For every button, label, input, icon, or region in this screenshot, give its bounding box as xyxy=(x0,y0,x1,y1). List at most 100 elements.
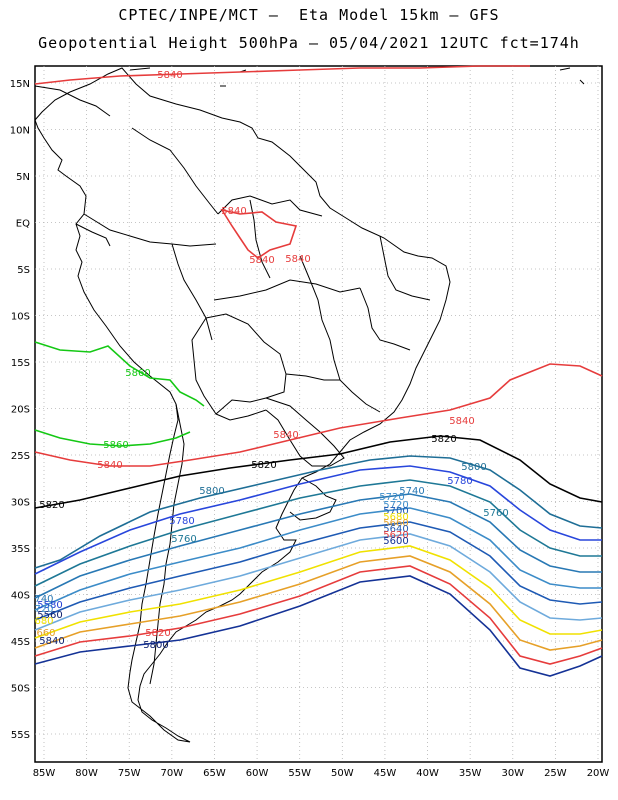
contour-5780 xyxy=(34,465,602,575)
lon-tick-label: 25W xyxy=(544,768,567,779)
country-borders xyxy=(34,67,585,743)
contour-5840 xyxy=(34,65,530,85)
lon-tick-label: 40W xyxy=(416,768,439,779)
contour-label: 5620 xyxy=(383,530,408,541)
lat-tick-label: 50S xyxy=(11,684,30,695)
border-colombia-venezuela xyxy=(131,127,219,215)
lon-tick-label: 35W xyxy=(459,768,482,779)
lon-tick-label: 80W xyxy=(75,768,98,779)
contour-label: 5840 xyxy=(97,460,122,471)
contour-label: 5860 xyxy=(103,440,128,451)
lon-tick-label: 20W xyxy=(587,768,610,779)
lon-tick-label: 70W xyxy=(161,768,184,779)
contour-label: 5840 xyxy=(221,206,246,217)
contour-label: 5780 xyxy=(169,516,194,527)
contour-label: 5840 xyxy=(273,430,298,441)
contour-label: 5800 xyxy=(199,486,224,497)
contour-label: 5660 xyxy=(383,518,408,529)
contour-5860 xyxy=(34,429,191,447)
border-argentina-chile xyxy=(149,403,185,685)
lon-tick-label: 75W xyxy=(118,768,141,779)
contour-5820 xyxy=(34,435,603,509)
contour-5700 xyxy=(34,521,603,621)
contour-5660 xyxy=(34,545,603,639)
contour-label: 5800 xyxy=(143,640,168,651)
contour-label: 5700 xyxy=(383,506,408,517)
lat-tick-label: 35S xyxy=(11,544,30,555)
contour-label: 5820 xyxy=(145,628,170,639)
contour-label: 660 xyxy=(36,628,55,639)
contour-label: 5840 xyxy=(285,254,310,265)
lat-tick-label: EQ xyxy=(16,219,30,230)
axis-ticks: 85W 80W 75W 70W 65W 60W 55W 50W 45W 40W 35W 30W 25W 2… xyxy=(10,79,610,779)
border-peru-brazil xyxy=(171,243,213,341)
border-brazil-states-2 xyxy=(299,255,341,381)
border-argentina-north xyxy=(215,409,267,421)
lon-tick-label: 50W xyxy=(331,768,354,779)
contour-label: 5640 xyxy=(383,524,408,535)
contour-label: 5840 xyxy=(157,70,182,81)
contour-label: 5760 xyxy=(483,508,508,519)
lat-tick-label: 15N xyxy=(10,79,30,90)
contour-label: 5820 xyxy=(251,460,276,471)
contour-label: 5820 xyxy=(431,434,456,445)
lat-tick-label: 45S xyxy=(11,637,30,648)
graticule xyxy=(35,66,602,762)
contour-5600 xyxy=(34,575,603,677)
contour-label: 5740 xyxy=(399,486,424,497)
contour-label: 5720 xyxy=(383,500,408,511)
caribbean-islands xyxy=(129,67,585,87)
contour-label: 5580 xyxy=(37,600,62,611)
contour-5840 xyxy=(34,363,603,467)
contour-5720 xyxy=(34,507,602,611)
lon-tick-label: 45W xyxy=(374,768,397,779)
lat-tick-label: 5N xyxy=(16,172,30,183)
title-line-2: Geopotential Height 500hPa – 05/04/2021 … xyxy=(38,34,580,52)
contour-5800 xyxy=(34,455,603,569)
contour-5620 xyxy=(34,565,603,665)
contour-label: 720 xyxy=(34,604,53,615)
contour-label: 5760 xyxy=(171,534,196,545)
contour-label: 5800 xyxy=(461,462,486,473)
lat-tick-label: 20S xyxy=(11,405,30,416)
border-brazil-states-4 xyxy=(285,373,381,413)
lat-tick-label: 10N xyxy=(10,126,30,137)
border-brazil-states-1 xyxy=(213,279,361,301)
border-paraguay xyxy=(265,397,345,467)
lat-tick-label: 55S xyxy=(11,730,30,741)
contour-label: 680 xyxy=(34,616,53,627)
contour-label: 740 xyxy=(34,594,53,605)
lon-tick-label: 60W xyxy=(246,768,269,779)
contour-label: 5780 xyxy=(447,476,472,487)
contour-labels: 5840 5840 5840 5840 5840 5840 5840 5860 5860 5820… xyxy=(34,70,508,651)
contour-label: 5680 xyxy=(383,512,408,523)
border-brazil-states-3 xyxy=(359,287,411,351)
contour-label: 5840 xyxy=(39,636,64,647)
height-contours xyxy=(34,65,603,677)
lat-tick-label: 40S xyxy=(11,591,30,602)
lat-tick-label: 25S xyxy=(11,451,30,462)
contour-label: 5600 xyxy=(383,536,408,547)
contour-5740 xyxy=(34,493,602,599)
contour-label: 5820 xyxy=(39,500,64,511)
border-ecuador-peru xyxy=(75,223,111,247)
contour-5640 xyxy=(34,555,603,651)
contour-label: 5840 xyxy=(249,255,274,266)
border-central-america xyxy=(34,85,111,117)
border-bolivia xyxy=(191,313,287,415)
lon-tick-label: 55W xyxy=(288,768,311,779)
plot-frame xyxy=(34,65,603,763)
contour-label: 5860 xyxy=(125,368,150,379)
title-line-1: CPTEC/INPE/MCT – Eta Model 15km – GFS xyxy=(118,6,500,24)
lon-tick-label: 65W xyxy=(203,768,226,779)
contour-label: 5560 xyxy=(37,610,62,621)
lat-tick-label: 10S xyxy=(11,312,30,323)
contour-5840 xyxy=(220,208,298,259)
lon-tick-label: 85W xyxy=(33,768,56,779)
contour-5680 xyxy=(34,533,603,631)
contour-label: 5720 xyxy=(379,492,404,503)
lat-tick-label: 5S xyxy=(17,265,30,276)
border-venezuela-brazil xyxy=(217,195,323,217)
contour-label: 5840 xyxy=(449,416,474,427)
